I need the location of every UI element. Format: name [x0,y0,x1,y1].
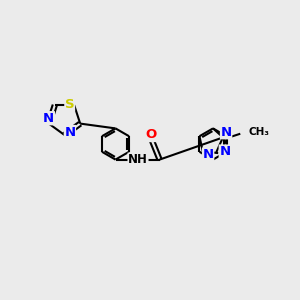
Text: N: N [219,145,230,158]
Text: N: N [64,125,76,139]
Text: N: N [220,126,232,139]
Text: CH₃: CH₃ [249,127,270,137]
Text: S: S [65,98,74,111]
Text: N: N [43,112,54,125]
Text: NH: NH [128,153,148,166]
Text: O: O [145,128,156,142]
Text: N: N [202,148,214,161]
